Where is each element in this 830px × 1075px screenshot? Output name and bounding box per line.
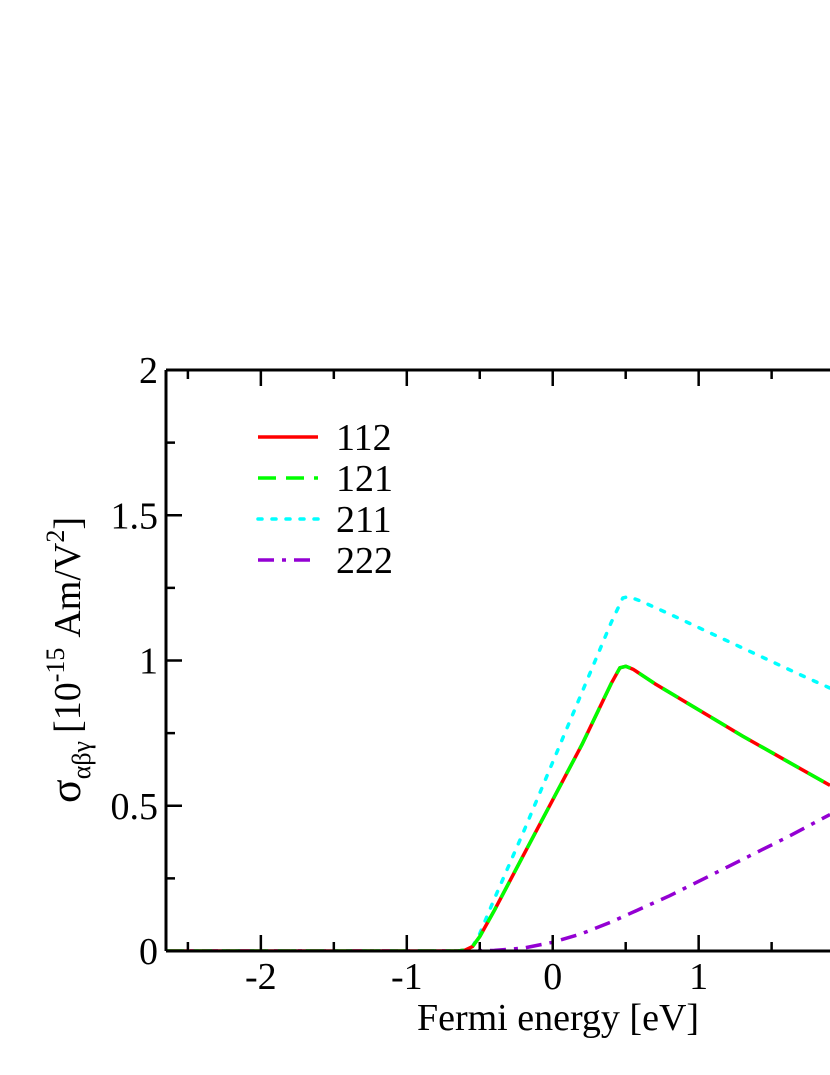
x-tick-label: 1 <box>689 956 708 998</box>
y-label-sigma: σ <box>41 779 90 803</box>
series-line-222 <box>166 812 830 951</box>
x-tick-label: 0 <box>543 956 562 998</box>
series-line-112 <box>166 664 830 951</box>
series-line-211 <box>166 594 830 951</box>
y-tick-label: 1 <box>139 641 158 683</box>
series-line-121 <box>166 664 830 951</box>
legend-label-121: 121 <box>336 458 393 500</box>
legend-label-211: 211 <box>336 499 392 541</box>
y-label-exponent: -15 <box>41 648 70 683</box>
y-label-unit-exponent: 2 <box>41 530 70 543</box>
legend-label-222: 222 <box>336 540 393 582</box>
ticks-layer: -2 -1 0 1 0 0.5 1 1.5 2 <box>111 350 773 998</box>
y-tick-label: 1.5 <box>111 495 159 537</box>
y-label-subscript: αβγ <box>67 741 96 779</box>
y-tick-label: 0 <box>139 931 158 973</box>
legend-label-112: 112 <box>336 417 392 459</box>
y-label-suffix: ] <box>47 517 89 530</box>
y-label-prefix: [10 <box>47 682 89 733</box>
x-axis-label: Fermi energy [eV] <box>417 997 699 1039</box>
y-axis-label: σαβγ [10-15 Am/V2] <box>41 517 96 803</box>
series-layer <box>166 594 830 951</box>
x-tick-label: -2 <box>245 956 277 998</box>
svg-text:σαβγ[10-15Am/V2]: σαβγ [10-15 Am/V2] <box>41 517 96 803</box>
y-tick-label: 2 <box>139 350 158 392</box>
y-tick-label: 0.5 <box>111 786 159 828</box>
y-label-unit: Am/V <box>47 542 89 638</box>
x-tick-label: -1 <box>391 956 423 998</box>
